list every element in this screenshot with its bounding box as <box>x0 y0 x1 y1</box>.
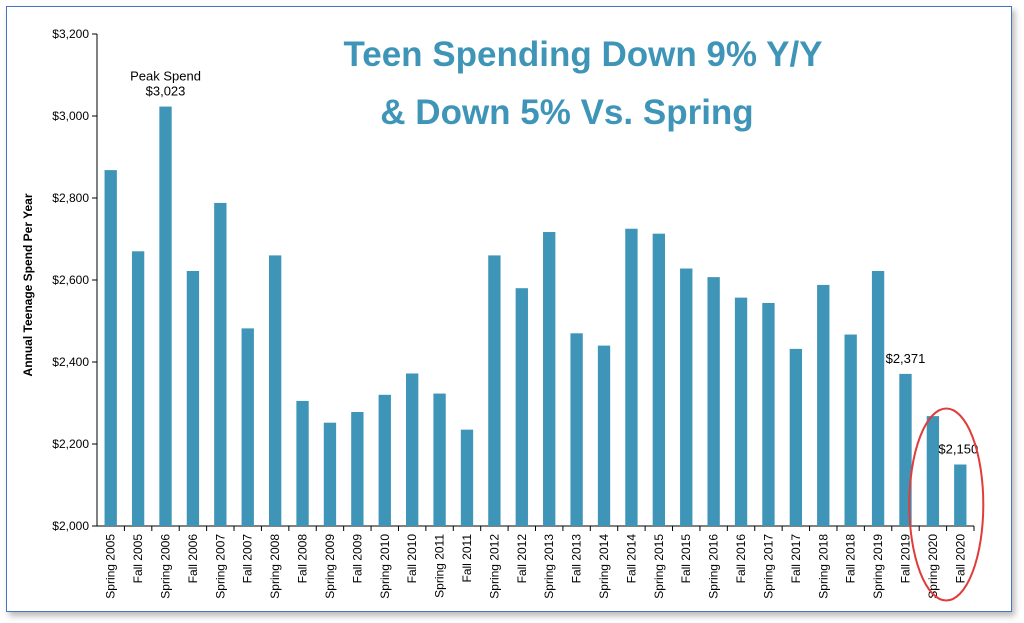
bar <box>762 302 775 526</box>
bar <box>515 288 528 526</box>
x-tick-label: Fall 2015 <box>679 534 693 584</box>
bar <box>652 233 665 527</box>
x-tick-label: Fall 2005 <box>131 534 145 584</box>
x-tick-label: Spring 2007 <box>213 534 227 599</box>
x-tick-label: Spring 2010 <box>378 534 392 599</box>
bar <box>871 270 885 526</box>
x-tick-label: Fall 2010 <box>405 534 419 584</box>
bar <box>433 393 446 526</box>
x-tick-label: Spring 2011 <box>433 534 447 598</box>
bar <box>707 277 720 526</box>
y-tick-label: $2,600 <box>52 273 89 287</box>
bar <box>378 394 391 526</box>
x-tick-label: Spring 2009 <box>323 534 337 599</box>
x-tick-label: Spring 2013 <box>542 534 556 599</box>
x-tick-label: Spring 2018 <box>816 534 830 599</box>
bar <box>543 232 556 526</box>
bar <box>789 348 803 526</box>
x-tick-label: Fall 2009 <box>350 534 364 584</box>
annotation-peak-value: $3,023 <box>146 84 186 99</box>
bar-chart: Teen Spending Down 9% Y/Y & Down 5% Vs. … <box>21 27 985 602</box>
x-tick-label: Spring 2006 <box>159 534 173 599</box>
x-tick-label: Spring 2005 <box>104 534 118 599</box>
plot-area: $2,000 $2,200 $2,400 $2,600 $2,800 $3,000 $3,2… <box>52 27 985 602</box>
bar <box>214 202 227 527</box>
y-tick-label: $3,000 <box>52 109 89 123</box>
chart-title-line-2: & Down 5% Vs. Spring <box>380 93 753 132</box>
x-tick-label: Spring 2017 <box>761 534 775 599</box>
bar <box>131 251 145 527</box>
x-tick-label: Spring 2015 <box>652 534 666 599</box>
y-axis-label: Annual Teenage Spend Per Year <box>21 193 35 376</box>
x-tick-label: Spring 2016 <box>707 534 721 599</box>
y-tick-label: $2,400 <box>52 355 89 369</box>
highlight-ellipse <box>908 407 985 602</box>
y-tick-label: $2,200 <box>52 437 89 451</box>
bar <box>104 170 117 526</box>
bar <box>488 255 501 526</box>
x-tick-label: Fall 2016 <box>734 534 748 584</box>
x-tick-label: Fall 2018 <box>844 534 858 584</box>
bar <box>323 422 337 526</box>
bar <box>570 333 583 526</box>
x-tick-label: Fall 2017 <box>789 534 803 584</box>
bar <box>406 373 419 526</box>
bar <box>844 334 857 526</box>
bar <box>817 284 830 526</box>
bar <box>680 268 693 526</box>
x-tick-label: Fall 2014 <box>624 534 638 584</box>
bar <box>186 270 200 526</box>
bar <box>734 297 748 526</box>
y-tick-label: $3,200 <box>52 27 89 41</box>
x-tick-label: Fall 2008 <box>296 534 310 584</box>
x-tick-label: Fall 2006 <box>186 534 200 584</box>
bar <box>296 400 309 526</box>
bar <box>954 464 967 526</box>
x-tick-label: Fall 2019 <box>898 534 912 584</box>
bar <box>625 228 638 526</box>
bar <box>159 106 172 526</box>
x-tick-label: Fall 2011 <box>460 534 474 583</box>
x-tick-label: Fall 2012 <box>515 534 529 584</box>
chart-title-line-1: Teen Spending Down 9% Y/Y <box>343 35 822 74</box>
bar <box>241 328 254 526</box>
bar <box>899 373 912 526</box>
x-tick-label: Spring 2008 <box>268 534 282 599</box>
bar <box>351 412 364 526</box>
x-tick-label: Fall 2020 <box>953 534 967 584</box>
x-tick-label: Spring 2019 <box>871 534 885 599</box>
annotation-fall-2019-value: $2,371 <box>886 351 926 366</box>
x-tick-label: Spring 2012 <box>487 534 501 599</box>
x-tick-label: Spring 2014 <box>597 534 611 599</box>
bar <box>597 345 611 526</box>
bar <box>460 429 474 526</box>
bar <box>926 416 940 526</box>
y-tick-label: $2,000 <box>52 519 89 533</box>
chart-frame: Teen Spending Down 9% Y/Y & Down 5% Vs. … <box>6 6 1012 612</box>
x-tick-label: Fall 2007 <box>241 534 255 584</box>
x-tick-label: Spring 2020 <box>926 534 940 599</box>
x-tick-label: Fall 2013 <box>570 534 584 584</box>
y-tick-label: $2,800 <box>52 191 89 205</box>
bar <box>268 255 282 526</box>
annotation-fall-2020-value: $2,150 <box>938 442 978 457</box>
annotation-peak-label: Peak Spend <box>130 69 201 84</box>
